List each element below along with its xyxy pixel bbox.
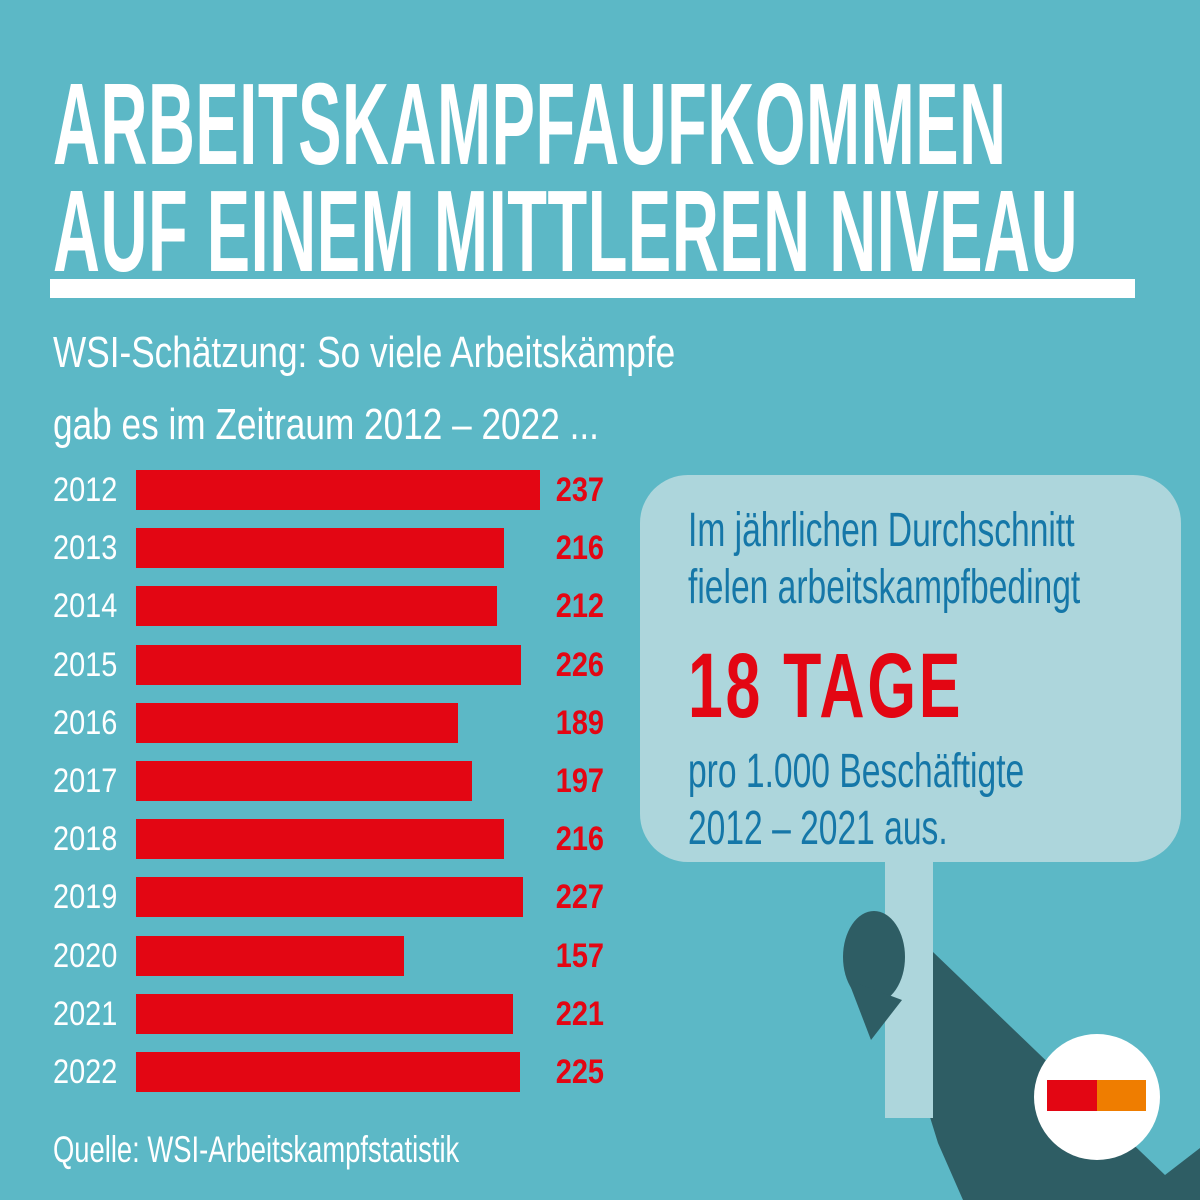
year-label: 2013 xyxy=(53,529,118,568)
bar xyxy=(136,644,521,685)
bar-chart-row: 2022 225 xyxy=(53,1051,613,1110)
chart-subtitle: WSI-Schätzung: So viele Arbeitskämpfe ga… xyxy=(53,317,675,461)
callout-intro-line1: Im jährlichen Durchschnitt xyxy=(688,504,1075,557)
value-label: 157 xyxy=(555,936,604,975)
year-label: 2012 xyxy=(53,471,118,509)
year-label: 2022 xyxy=(53,1052,118,1091)
bar-chart-row: 2014 212 xyxy=(53,586,613,644)
bar xyxy=(136,702,458,743)
wsi-logo-icon xyxy=(1034,1034,1160,1160)
callout-sign: Im jährlichen Durchschnitt fielen arbeit… xyxy=(640,475,1181,862)
bar xyxy=(136,760,472,801)
callout-intro: Im jährlichen Durchschnitt fielen arbeit… xyxy=(688,502,1080,616)
year-label: 2017 xyxy=(53,761,118,800)
value-label: 197 xyxy=(555,761,604,800)
logo-orange-block xyxy=(1097,1080,1146,1111)
year-label: 2014 xyxy=(53,587,118,626)
bar-chart-row: 2017 197 xyxy=(53,760,613,819)
bar xyxy=(136,935,404,976)
bar-chart-row: 2021 221 xyxy=(53,993,613,1052)
year-label: 2020 xyxy=(53,936,118,975)
bar-chart-row: 2012 237 xyxy=(53,470,613,528)
bar xyxy=(136,470,540,510)
value-label: 221 xyxy=(555,994,604,1033)
page-title-line2: AUF EINEM MITTLEREN NIVEAU xyxy=(53,166,1079,296)
bar xyxy=(136,586,497,627)
bar xyxy=(136,528,504,569)
bar-chart: 2012 237 2013 216 2014 212 2015 226 2016… xyxy=(53,470,613,1110)
value-label: 237 xyxy=(555,471,604,509)
callout-outro: pro 1.000 Beschäftigte 2012 – 2021 aus. xyxy=(688,743,1024,857)
bar-chart-row: 2016 189 xyxy=(53,702,613,761)
value-label: 216 xyxy=(555,529,604,568)
value-label: 226 xyxy=(555,645,604,684)
bar-chart-row: 2013 216 xyxy=(53,528,613,586)
bar xyxy=(136,1051,520,1092)
bar-chart-row: 2015 226 xyxy=(53,644,613,703)
chart-subtitle-line1: WSI-Schätzung: So viele Arbeitskämpfe xyxy=(53,328,676,377)
callout-intro-line2: fielen arbeitskampfbedingt xyxy=(688,561,1081,614)
value-label: 225 xyxy=(555,1052,604,1091)
callout-outro-line1: pro 1.000 Beschäftigte xyxy=(688,745,1025,798)
bar xyxy=(136,819,504,860)
page-title-line1: ARBEITSKAMPFAUFKOMMEN xyxy=(53,59,1007,189)
value-label: 227 xyxy=(555,878,604,917)
year-label: 2018 xyxy=(53,820,118,859)
value-label: 216 xyxy=(555,820,604,859)
logo-red-block xyxy=(1047,1080,1097,1111)
year-label: 2021 xyxy=(53,994,118,1033)
bar-chart-row: 2020 157 xyxy=(53,935,613,994)
bar-chart-row: 2018 216 xyxy=(53,819,613,877)
callout-outro-line2: 2012 – 2021 aus. xyxy=(688,802,948,855)
bar xyxy=(136,877,523,918)
callout-highlight: 18 TAGE xyxy=(688,635,964,737)
year-label: 2016 xyxy=(53,703,118,742)
bar xyxy=(136,993,513,1034)
value-label: 212 xyxy=(555,587,604,626)
chart-subtitle-line2: gab es im Zeitraum 2012 – 2022 ... xyxy=(53,400,599,449)
title-underline-rule xyxy=(50,279,1135,298)
source-note: Quelle: WSI-Arbeitskampfstatistik xyxy=(53,1129,460,1170)
bar-chart-row: 2019 227 xyxy=(53,877,613,935)
year-label: 2019 xyxy=(53,878,118,917)
year-label: 2015 xyxy=(53,645,118,684)
value-label: 189 xyxy=(555,703,604,742)
